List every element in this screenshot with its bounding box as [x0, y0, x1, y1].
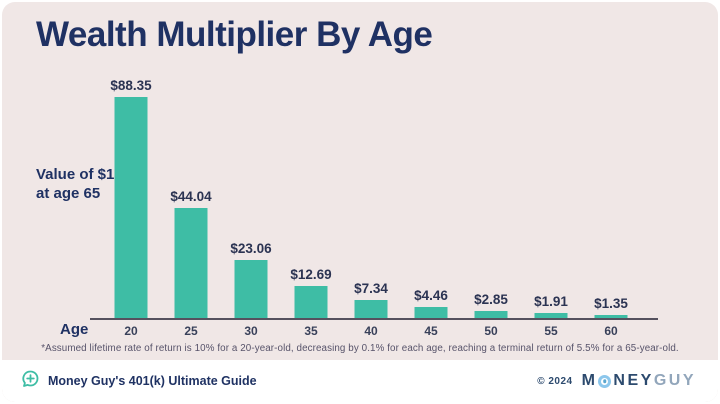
logo-letters-guy: GUY [653, 372, 696, 389]
footnote: *Assumed lifetime rate of return is 10% … [41, 343, 679, 354]
chat-plus-icon [20, 369, 40, 394]
footer-left: Money Guy's 401(k) Ultimate Guide [20, 369, 257, 394]
moneyguy-logo: M NEY GUY [582, 372, 696, 390]
x-axis-label: Age [60, 321, 89, 338]
copyright-text: © 2024 [537, 375, 573, 387]
bar-group-age-35: $12.69 [281, 67, 341, 318]
y-axis-annotation-line2: at age 65 [36, 185, 101, 202]
bar-group-age-40: $7.34 [341, 67, 401, 318]
bar [354, 300, 388, 318]
bar [534, 313, 568, 318]
bar-group-age-20: $88.35 [101, 67, 161, 318]
bar-value-label: $2.85 [474, 292, 508, 307]
x-tick-label: 50 [484, 324, 498, 338]
bar [414, 307, 448, 318]
bar [294, 286, 328, 318]
footer-right: © 2024 M NEY GUY [537, 372, 696, 390]
logo-letter-m: M [581, 372, 598, 389]
bar-value-label: $12.69 [290, 267, 332, 282]
bar-value-label: $1.91 [534, 294, 568, 309]
bar-value-label: $88.35 [110, 78, 152, 93]
footer-guide-title: Money Guy's 401(k) Ultimate Guide [48, 374, 257, 388]
x-tick-label: 35 [304, 324, 318, 338]
bar-group-age-60: $1.35 [581, 67, 641, 318]
footer-bar: Money Guy's 401(k) Ultimate Guide © 2024… [2, 360, 718, 402]
bar-value-label: $23.06 [230, 241, 272, 256]
y-axis-annotation-line1: Value of $1 [36, 166, 115, 183]
bar [234, 260, 268, 318]
bar-value-label: $44.04 [170, 189, 212, 204]
x-tick-label: 40 [364, 324, 378, 338]
x-tick-label: 25 [184, 324, 198, 338]
bar [174, 208, 208, 318]
x-tick-label: 30 [244, 324, 258, 338]
bar-value-label: $1.35 [594, 296, 628, 311]
logo-letters-ney: NEY [613, 372, 654, 389]
bar-group-age-50: $2.85 [461, 67, 521, 318]
x-tick-label: 20 [124, 324, 138, 338]
y-axis-annotation: Value of $1 at age 65 [36, 165, 114, 203]
page-title: Wealth Multiplier By Age [36, 15, 433, 54]
x-tick-label: 60 [604, 324, 618, 338]
bar-group-age-55: $1.91 [521, 67, 581, 318]
x-tick-label: 45 [424, 324, 438, 338]
bar [474, 311, 508, 318]
bar-group-age-30: $23.06 [221, 67, 281, 318]
bar [594, 315, 628, 318]
x-axis-line [90, 318, 658, 320]
x-tick-label: 55 [544, 324, 558, 338]
bar-group-age-25: $44.04 [161, 67, 221, 318]
logo-coin-icon [598, 374, 612, 388]
bar-value-label: $4.46 [414, 288, 448, 303]
bar-value-label: $7.34 [354, 281, 388, 296]
bar-group-age-45: $4.46 [401, 67, 461, 318]
bar [114, 97, 148, 318]
